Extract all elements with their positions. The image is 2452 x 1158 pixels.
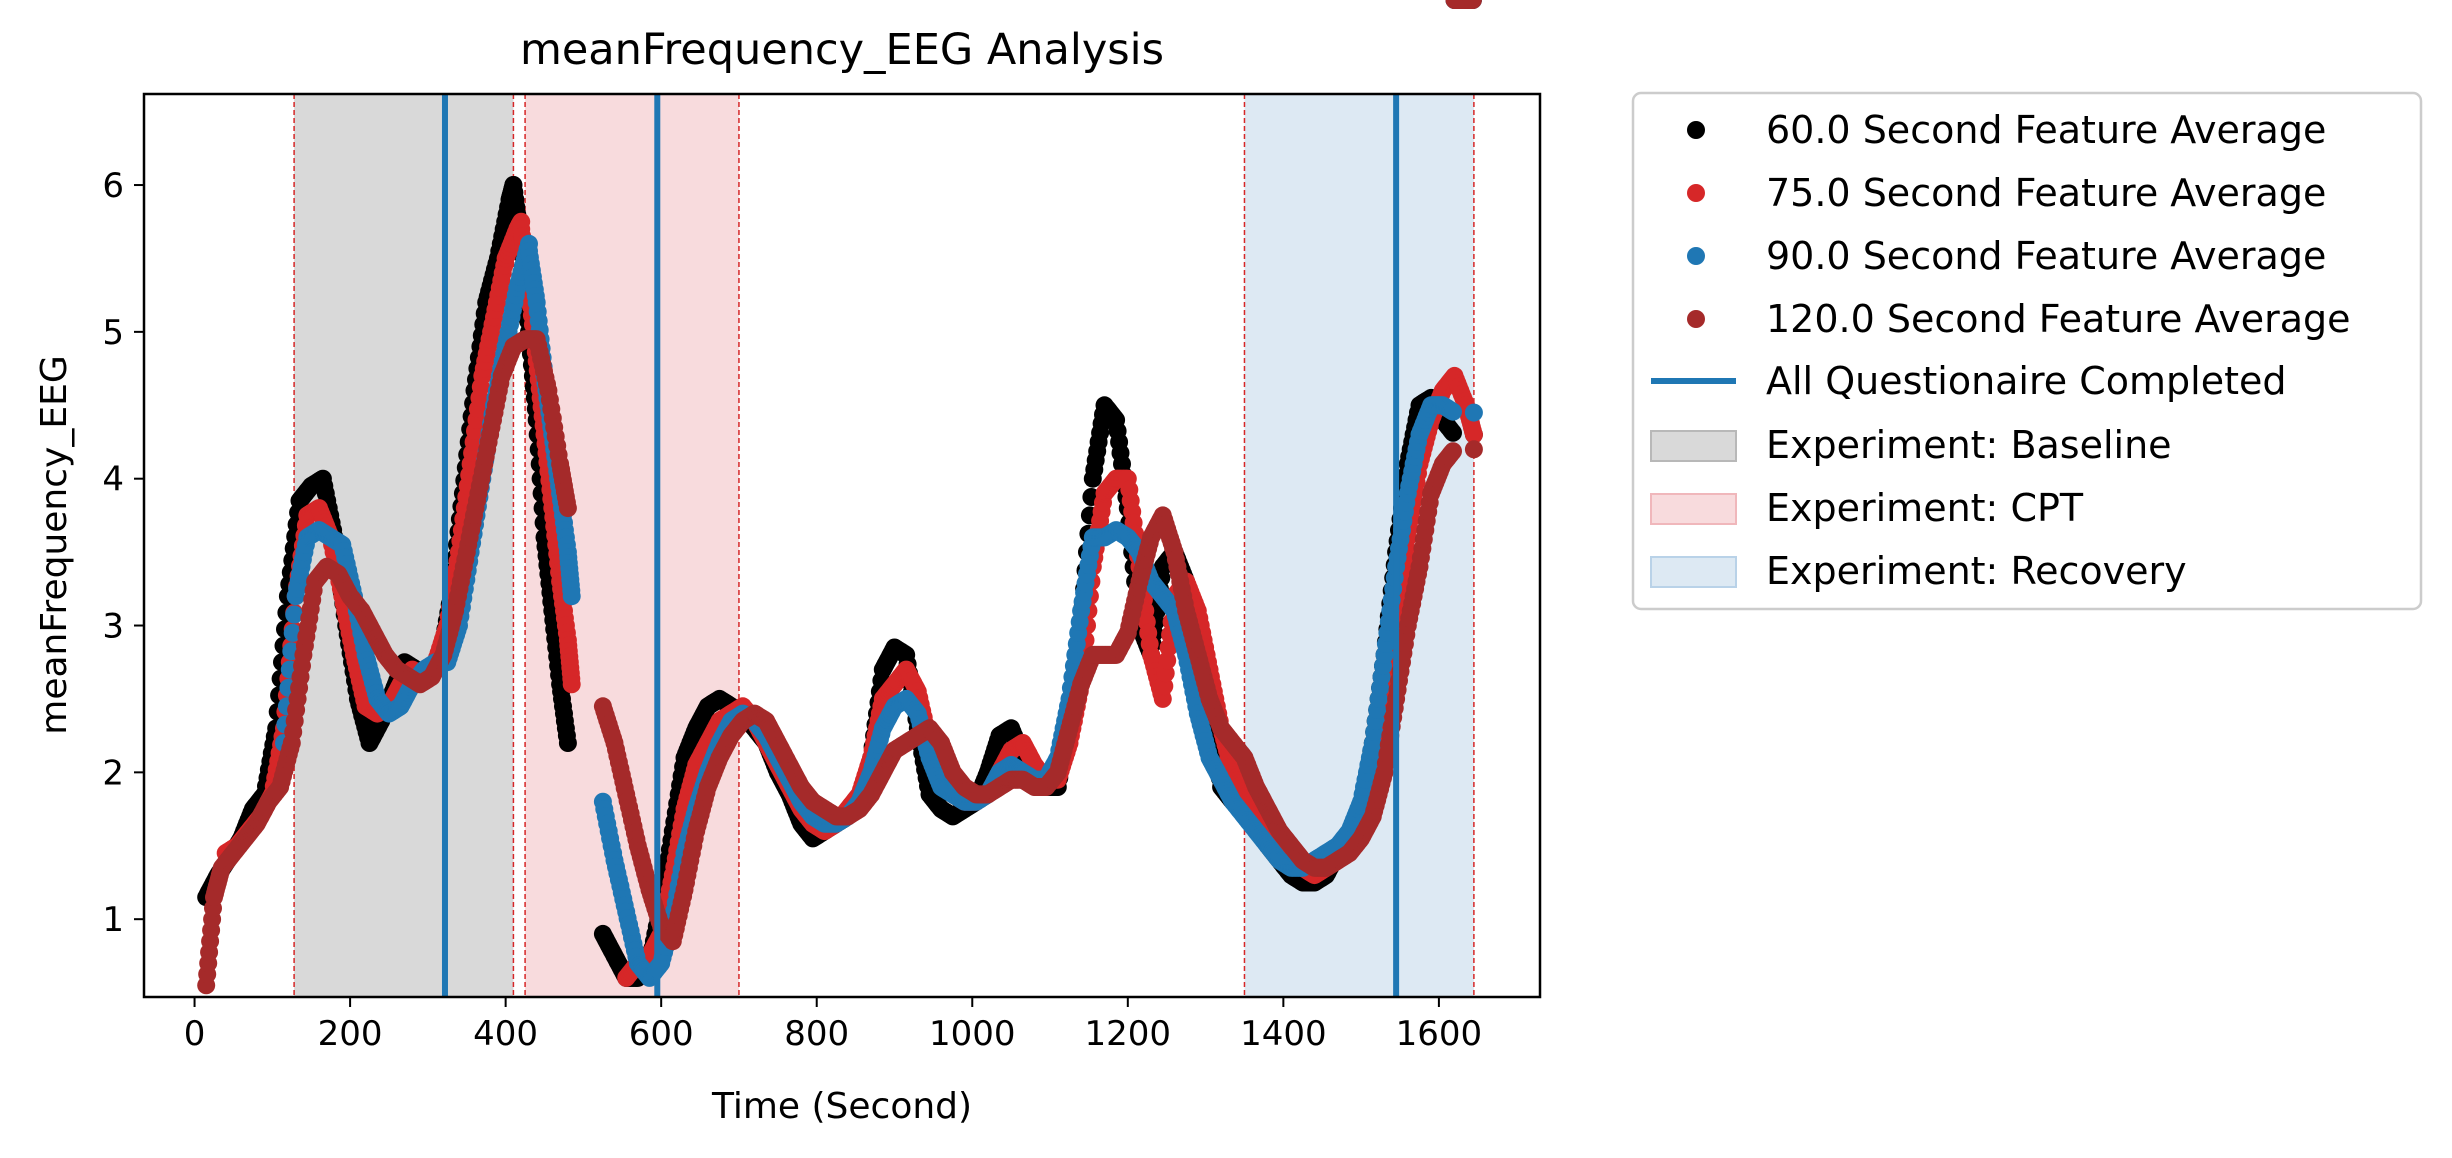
legend-marker-60s <box>1687 121 1705 139</box>
point-0-1-end <box>558 734 577 752</box>
legend-marker-cpt <box>1650 493 1737 525</box>
y-tick-label-4: 5 <box>102 313 124 353</box>
legend-marker-90s <box>1687 247 1705 265</box>
x-tick-label-8: 1600 <box>1396 1014 1483 1054</box>
questionnaire-lines <box>441 94 1400 997</box>
legend-label-120s: 120.0 Second Feature Average <box>1766 297 2351 341</box>
point-2-1-end <box>562 587 581 606</box>
x-axis-title: Time (Second) <box>711 1086 972 1127</box>
point-2-2-72-7 <box>1444 402 1462 421</box>
legend-label-questionnaire: All Questionaire Completed <box>1766 359 2287 403</box>
point-3-1-end <box>1464 440 1483 459</box>
y-tick-label-1: 2 <box>102 753 124 793</box>
y-tick-label-3: 4 <box>102 460 124 500</box>
legend-label-60s: 60.0 Second Feature Average <box>1766 108 2326 152</box>
y-axis-ticks: 1 2 3 4 5 6 <box>102 166 144 940</box>
legend-label-cpt: Experiment: CPT <box>1766 486 2084 530</box>
legend-label-90s: 90.0 Second Feature Average <box>1766 234 2326 278</box>
point-3-1-74-7 <box>1463 0 1482 9</box>
legend-label-75s: 75.0 Second Feature Average <box>1766 171 2326 215</box>
point-0-2-72-7 <box>1444 423 1462 442</box>
y-tick-label-0: 1 <box>102 900 124 940</box>
point-1-2-end <box>1464 425 1483 444</box>
legend-label-baseline: Experiment: Baseline <box>1766 423 2172 467</box>
x-tick-label-3: 600 <box>629 1014 694 1054</box>
legend-frame <box>1631 91 2423 611</box>
shaded-regions <box>293 94 1475 997</box>
chart-title: meanFrequency_EEG Analysis <box>520 25 1164 75</box>
x-tick-label-1: 200 <box>318 1014 383 1054</box>
point-2-2-end <box>1464 403 1483 422</box>
x-tick-label-0: 0 <box>184 1014 206 1054</box>
legend-label-recovery: Experiment: Recovery <box>1766 549 2187 593</box>
y-tick-label-5: 6 <box>102 166 124 206</box>
x-tick-label-5: 1000 <box>929 1014 1016 1054</box>
series-3 <box>197 0 1483 995</box>
x-axis-ticks: 0 200 400 600 800 1000 1200 1400 1600 <box>184 997 1482 1054</box>
legend-marker-75s <box>1687 184 1705 202</box>
point-3-0-end <box>558 499 577 518</box>
legend-marker-baseline <box>1650 430 1737 462</box>
x-tick-label-7: 1400 <box>1240 1014 1327 1054</box>
data-series <box>197 0 1483 995</box>
x-tick-label-2: 400 <box>473 1014 538 1054</box>
point-1-1-end <box>562 675 581 694</box>
legend: 60.0 Second Feature Average 75.0 Second … <box>1631 91 2423 611</box>
x-tick-label-4: 800 <box>784 1014 849 1054</box>
x-tick-label-6: 1200 <box>1085 1014 1172 1054</box>
point-2-0-0-7 <box>285 605 304 624</box>
legend-marker-recovery <box>1650 556 1737 588</box>
y-axis-title: meanFrequency_EEG <box>34 355 75 734</box>
point-3-1-72-7 <box>1444 442 1462 461</box>
point-2-0-0-6 <box>283 623 302 642</box>
legend-marker-120s <box>1687 310 1705 328</box>
plot-frame <box>142 92 1542 999</box>
y-tick-label-2: 3 <box>102 607 124 647</box>
